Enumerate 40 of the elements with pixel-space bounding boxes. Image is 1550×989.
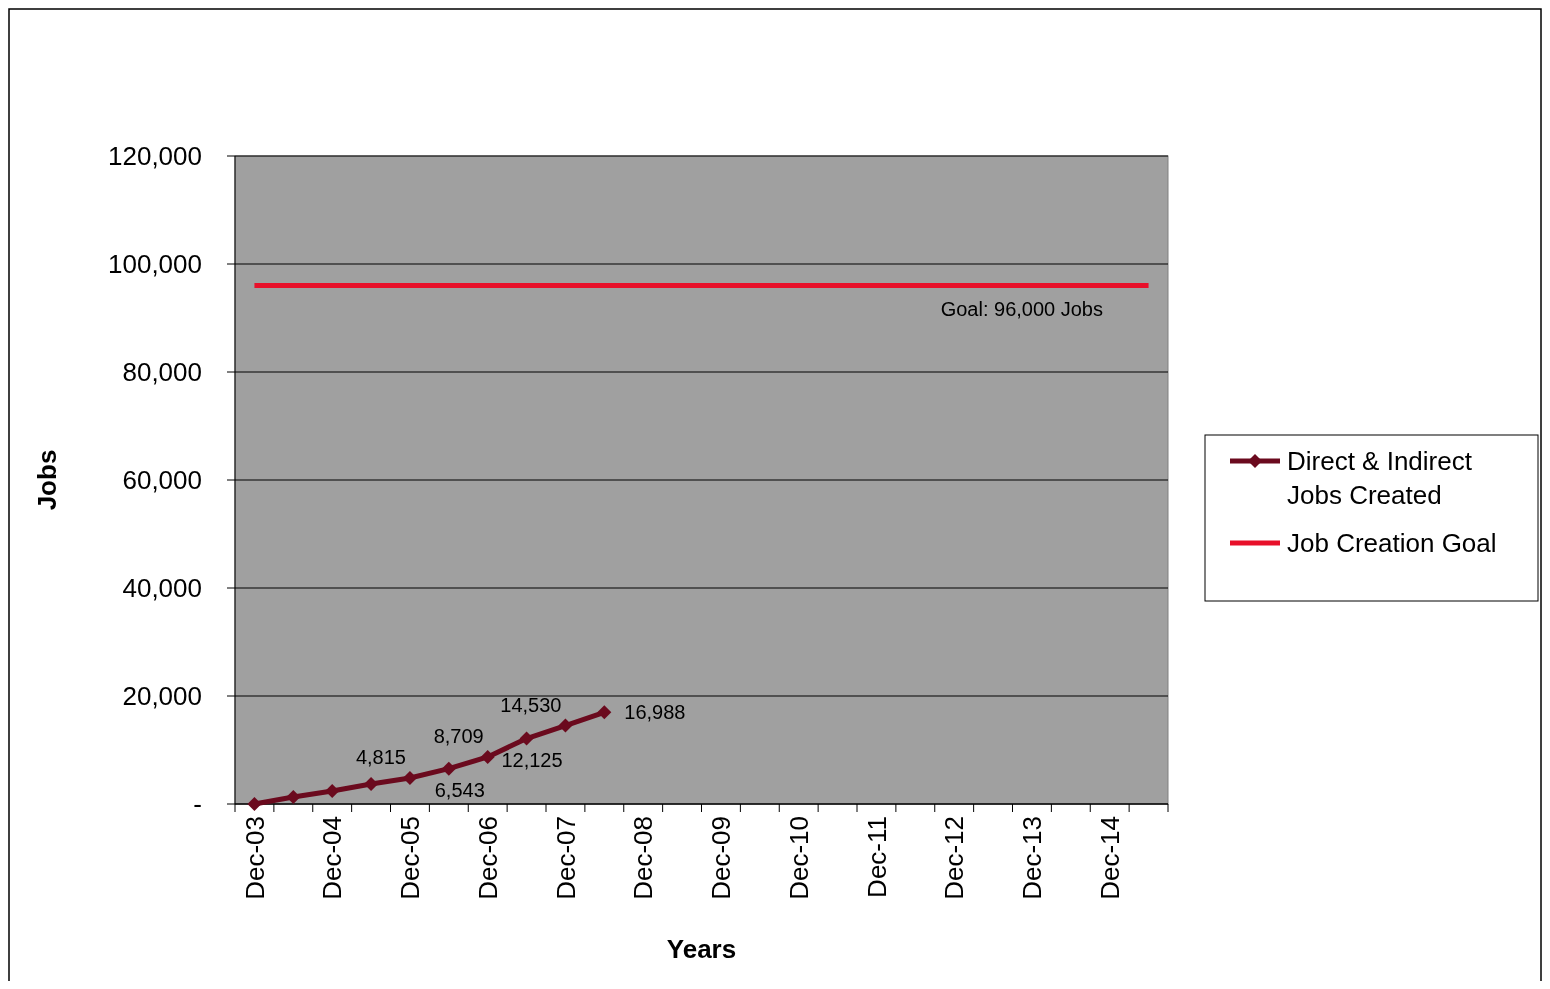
point (325, 784, 340, 799)
x-tick-label: Dec-09 (706, 816, 737, 900)
y-tick-label: 40,000 (122, 573, 202, 604)
data-label: 12,125 (501, 748, 563, 771)
x-tick-label: Dec-10 (783, 816, 814, 900)
y-tick-label: - (193, 789, 202, 820)
legend-label: Direct & Indirect Jobs Created (1287, 446, 1473, 510)
data-label: 4,815 (355, 746, 406, 768)
point (286, 789, 301, 804)
data-label: 14,530 (500, 693, 562, 716)
x-axis-title: Years (666, 934, 737, 964)
data-label: 6,543 (434, 778, 485, 801)
x-tick-label: Dec-04 (317, 816, 348, 900)
data-label: 8,709 (433, 724, 484, 747)
point (364, 777, 379, 792)
y-tick-label: 80,000 (122, 357, 202, 388)
y-tick-label: 120,000 (108, 141, 202, 172)
point (558, 718, 573, 733)
x-tick-label: Dec-07 (550, 816, 581, 900)
x-tick-label: Dec-03 (239, 816, 270, 900)
data-label: 16,988 (624, 701, 686, 724)
point (247, 797, 262, 811)
x-tick-label: Dec-12 (939, 816, 970, 900)
legend-label: Job Creation Goal (1287, 528, 1497, 559)
x-tick-label: Dec-05 (395, 816, 426, 900)
point (480, 749, 495, 764)
annotation: Goal: 96,000 Jobs (940, 297, 1103, 320)
y-tick-label: 60,000 (122, 465, 202, 496)
y-tick-label: 20,000 (122, 681, 202, 712)
x-tick-label: Dec-13 (1017, 816, 1048, 900)
point (441, 761, 456, 776)
x-tick-label: Dec-11 (861, 816, 892, 898)
x-tick-label: Dec-08 (628, 816, 659, 900)
y-tick-label: 100,000 (108, 249, 202, 280)
point (519, 731, 534, 746)
x-tick-label: Dec-14 (1094, 816, 1125, 900)
point (402, 771, 417, 785)
point (597, 705, 612, 720)
x-tick-label: Dec-06 (472, 816, 503, 900)
y-axis-title: Jobs (32, 449, 62, 511)
